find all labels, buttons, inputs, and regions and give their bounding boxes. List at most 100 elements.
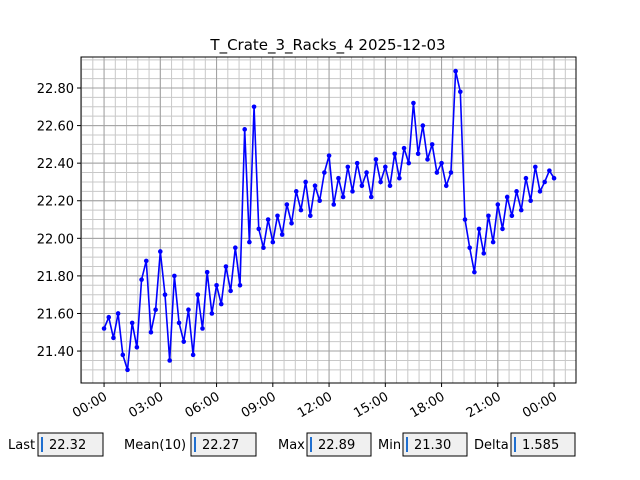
data-point [476, 226, 482, 232]
data-point [359, 183, 365, 189]
data-point [481, 251, 487, 256]
data-point [415, 151, 421, 157]
data-point [434, 170, 440, 175]
data-point [223, 264, 229, 269]
data-point [153, 307, 158, 313]
data-point [242, 127, 247, 132]
data-point [429, 142, 435, 147]
stat-label: Mean(10) [124, 438, 186, 453]
data-point [237, 282, 243, 288]
stat-label: Delta [474, 438, 509, 453]
data-point [336, 175, 341, 181]
data-point [443, 183, 449, 189]
data-point [345, 164, 351, 170]
data-point [453, 68, 458, 74]
stat-box [510, 432, 576, 457]
data-point [158, 249, 163, 254]
stat-value: 22.32 [49, 438, 86, 453]
data-point [397, 175, 402, 181]
stat-value: 22.27 [202, 438, 239, 453]
data-point [326, 153, 332, 158]
data-point [542, 179, 547, 185]
data-point [176, 320, 182, 326]
stat-label: Min [378, 438, 401, 453]
data-point [172, 273, 177, 279]
stat-box [402, 432, 468, 457]
data-point [111, 335, 116, 341]
plot-frame [80, 56, 577, 384]
data-point [101, 326, 107, 331]
data-point [308, 213, 313, 219]
y-tick-label: 22.80 [37, 82, 74, 97]
y-tick-label: 22.60 [37, 120, 74, 135]
data-point [387, 183, 393, 189]
data-point [190, 352, 196, 358]
data-point [261, 245, 266, 251]
data-point [486, 213, 491, 219]
data-point [167, 358, 172, 363]
stat-value: 22.89 [318, 438, 355, 453]
data-point [279, 232, 285, 237]
data-point [214, 282, 219, 288]
data-point [509, 213, 515, 219]
data-point [462, 217, 468, 222]
stat-box [37, 432, 104, 457]
stat-value: 1.585 [522, 438, 559, 453]
stat-label: Max [278, 438, 305, 453]
data-point [458, 89, 463, 95]
data-point [195, 292, 201, 297]
data-point [275, 213, 280, 219]
y-tick-label: 21.40 [37, 345, 74, 360]
data-point [518, 207, 524, 213]
stat-label: Last [8, 438, 35, 453]
data-point [139, 277, 144, 282]
y-tick-label: 22.00 [37, 232, 74, 247]
data-point [256, 226, 262, 232]
data-point [368, 194, 374, 200]
data-point [406, 160, 412, 166]
data-point [392, 151, 397, 157]
data-point [233, 245, 238, 251]
data-point [247, 239, 252, 245]
stat-value: 21.30 [414, 438, 451, 453]
data-point [106, 314, 112, 320]
data-point [354, 160, 360, 166]
data-point [340, 194, 346, 200]
data-point [467, 245, 472, 251]
stat-box [306, 432, 372, 457]
y-tick-label: 22.40 [37, 157, 74, 172]
data-point [162, 292, 168, 297]
data-point [181, 339, 187, 344]
data-point [298, 207, 304, 213]
data-point [504, 194, 510, 200]
data-point [129, 320, 135, 326]
data-point [204, 269, 210, 275]
data-point [439, 160, 444, 166]
data-point [411, 100, 416, 106]
data-point [209, 311, 215, 316]
data-point [514, 189, 519, 194]
data-point [322, 170, 327, 175]
y-tick-label: 21.80 [37, 270, 74, 285]
data-point [312, 183, 318, 189]
data-point [265, 217, 271, 222]
data-point [350, 189, 355, 194]
data-point [551, 175, 557, 181]
data-point [500, 226, 505, 232]
data-point [331, 202, 337, 207]
data-point [523, 175, 529, 181]
data-point [401, 145, 407, 151]
data-point [125, 367, 130, 373]
data-point [383, 164, 388, 170]
data-point [143, 258, 149, 264]
data-point [289, 220, 294, 226]
data-point [528, 198, 533, 204]
stat-box [190, 432, 257, 457]
data-point [317, 198, 322, 204]
data-point [425, 157, 430, 162]
data-point [228, 288, 233, 294]
data-point [186, 307, 191, 313]
